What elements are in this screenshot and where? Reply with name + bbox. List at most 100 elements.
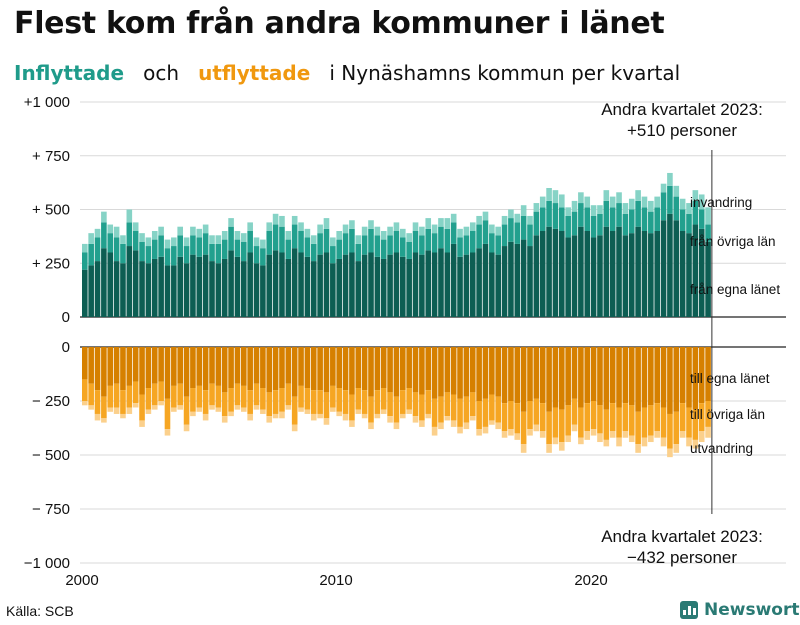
bar-in xyxy=(221,231,228,240)
bar-in xyxy=(94,261,101,317)
bar-in xyxy=(444,228,451,253)
bar-out xyxy=(552,437,559,445)
bar-out xyxy=(336,411,342,417)
bar-out xyxy=(177,405,183,410)
bar-out xyxy=(387,416,393,423)
bar-in xyxy=(355,235,362,244)
bar-out xyxy=(520,347,527,412)
bar-out xyxy=(425,413,432,419)
bar-in xyxy=(565,215,571,238)
bar-in xyxy=(406,258,412,317)
bar-out xyxy=(698,431,705,443)
bar-out xyxy=(571,347,578,399)
bar-in xyxy=(489,233,495,253)
bar-out xyxy=(317,347,323,391)
bar-out xyxy=(476,347,482,401)
bar-in xyxy=(323,228,330,253)
bar-out xyxy=(616,347,622,408)
bar-in xyxy=(450,222,457,244)
bar-in xyxy=(221,239,228,259)
bar-out xyxy=(253,405,260,410)
bar-out xyxy=(151,383,158,406)
bar-out xyxy=(431,347,438,399)
bar-in xyxy=(603,200,610,227)
bar-in xyxy=(177,226,183,236)
bar-out xyxy=(565,347,571,406)
bar-out xyxy=(648,435,654,443)
bar-in xyxy=(673,185,680,197)
bar-out xyxy=(539,403,546,432)
bar-out xyxy=(584,403,591,432)
bar-out xyxy=(667,347,673,414)
source-note: Källa: SCB xyxy=(6,603,74,619)
bar-in xyxy=(660,183,667,193)
bar-in xyxy=(145,237,152,247)
bar-in xyxy=(209,243,215,262)
bar-in xyxy=(705,207,711,225)
bar-out xyxy=(107,385,114,408)
bar-in xyxy=(628,209,635,234)
axes: +1 000 + 750 + 500 + 250 0 0 − 250 − 500 − 750 −1… xyxy=(24,94,713,589)
bar-out xyxy=(330,347,336,386)
bar-out xyxy=(304,409,311,414)
bar-out xyxy=(489,347,495,395)
bar-in xyxy=(539,231,546,317)
bar-in xyxy=(609,231,616,317)
bar-out xyxy=(177,347,183,384)
bar-out xyxy=(368,396,374,423)
bar-out xyxy=(584,347,591,404)
bar-out xyxy=(323,392,330,419)
bar-in xyxy=(215,235,222,244)
bar-in xyxy=(317,254,323,317)
bar-out xyxy=(648,405,654,436)
bar-out xyxy=(660,437,667,447)
bar-in xyxy=(323,252,330,317)
bar-in xyxy=(158,226,164,236)
bar-out xyxy=(489,420,495,425)
y-tick-label: − 500 xyxy=(32,447,70,464)
bar-in xyxy=(463,235,470,255)
grid-lines xyxy=(80,101,786,564)
bar-out xyxy=(374,390,381,414)
bar-in xyxy=(126,222,133,247)
bar-in xyxy=(698,194,705,210)
bar-out xyxy=(635,444,641,453)
bar-in xyxy=(126,209,133,223)
bar-out xyxy=(609,403,616,432)
bar-out xyxy=(209,383,215,406)
bar-out xyxy=(88,383,94,406)
bar-in xyxy=(667,213,673,317)
bar-in xyxy=(221,258,228,317)
bar-out xyxy=(628,405,635,436)
bar-out xyxy=(253,383,260,406)
bar-out xyxy=(654,431,660,438)
bar-in xyxy=(272,213,279,225)
bar-out xyxy=(457,426,463,434)
bar-in xyxy=(107,233,114,253)
bar-out xyxy=(368,347,374,397)
bar-in xyxy=(400,256,406,317)
bar-out xyxy=(438,396,444,423)
bar-in xyxy=(508,241,514,317)
bar-in xyxy=(151,258,158,317)
bar-in xyxy=(628,233,635,317)
bar-out xyxy=(660,407,667,438)
bar-out xyxy=(527,347,533,401)
bar-out xyxy=(241,347,247,386)
bar-in xyxy=(241,261,247,317)
bar-out xyxy=(686,347,692,408)
bar-out xyxy=(597,405,603,434)
bar-in xyxy=(635,226,641,317)
bar-in xyxy=(336,239,342,259)
bar-out xyxy=(546,347,552,412)
bar-in xyxy=(171,265,177,317)
bar-out xyxy=(578,347,584,408)
bar-out xyxy=(158,401,164,406)
bar-in xyxy=(533,235,540,317)
y-tick-label: − 750 xyxy=(32,501,70,518)
bar-in xyxy=(495,226,501,236)
bar-out xyxy=(705,347,711,401)
y-tick-label: + 750 xyxy=(32,148,70,165)
bar-out xyxy=(679,431,686,438)
